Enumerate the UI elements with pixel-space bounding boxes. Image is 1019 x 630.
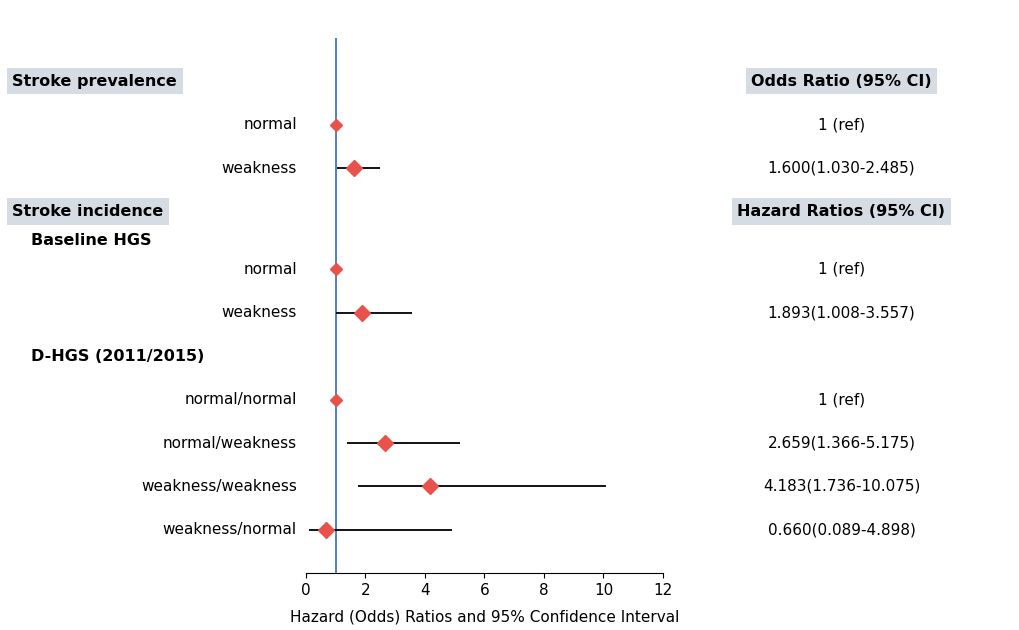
Text: 1.893(1.008-3.557): 1.893(1.008-3.557) [767, 306, 914, 320]
Text: 1 (ref): 1 (ref) [817, 262, 864, 277]
Text: D-HGS (2011/2015): D-HGS (2011/2015) [31, 349, 204, 364]
Text: Odds Ratio (95% CI): Odds Ratio (95% CI) [750, 74, 931, 89]
Text: weakness/normal: weakness/normal [163, 522, 297, 537]
Text: 1.600(1.030-2.485): 1.600(1.030-2.485) [767, 161, 914, 176]
Text: normal/weakness: normal/weakness [163, 435, 297, 450]
Text: weakness/weakness: weakness/weakness [141, 479, 297, 494]
Text: normal: normal [243, 117, 297, 132]
Text: weakness: weakness [221, 306, 297, 320]
Text: 1 (ref): 1 (ref) [817, 392, 864, 407]
Text: Stroke incidence: Stroke incidence [12, 204, 163, 219]
Text: weakness: weakness [221, 161, 297, 176]
Text: Hazard Ratios (95% CI): Hazard Ratios (95% CI) [737, 204, 945, 219]
X-axis label: Hazard (Odds) Ratios and 95% Confidence Interval: Hazard (Odds) Ratios and 95% Confidence … [289, 609, 679, 624]
Text: 4.183(1.736-10.075): 4.183(1.736-10.075) [762, 479, 919, 494]
Text: Baseline HGS: Baseline HGS [31, 233, 151, 248]
Text: normal/normal: normal/normal [184, 392, 297, 407]
Text: 2.659(1.366-5.175): 2.659(1.366-5.175) [766, 435, 915, 450]
Text: normal: normal [243, 262, 297, 277]
Text: 0.660(0.089-4.898): 0.660(0.089-4.898) [767, 522, 914, 537]
Text: 1 (ref): 1 (ref) [817, 117, 864, 132]
Text: Stroke prevalence: Stroke prevalence [12, 74, 177, 89]
